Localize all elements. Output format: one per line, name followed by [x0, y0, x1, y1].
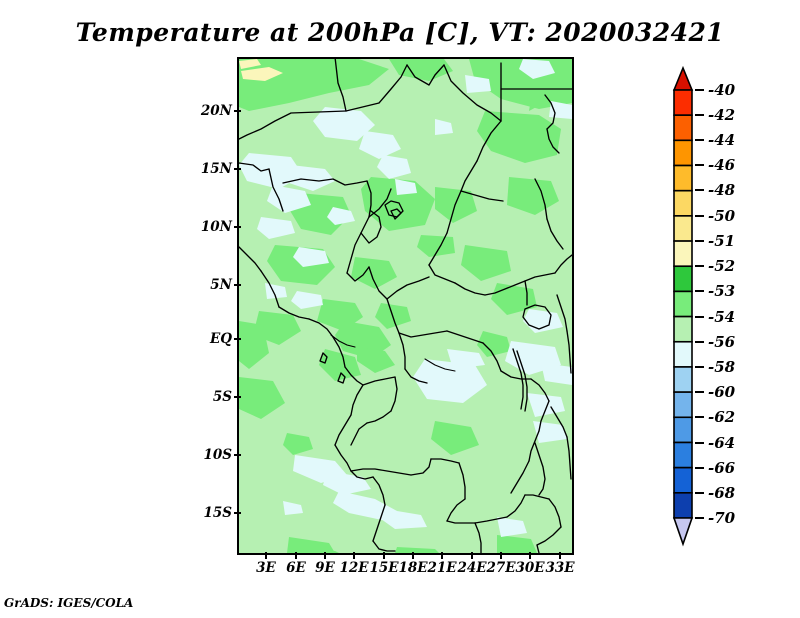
x-axis-tick-label: 33E: [545, 560, 575, 576]
colorbar-swatch[interactable]: [673, 492, 693, 519]
colorbar-tick-label: -44: [708, 131, 736, 149]
x-axis-tick-label: 24E: [457, 560, 487, 576]
colorbar-tick-label: -54: [708, 308, 736, 326]
colorbar-tick-mark: [695, 240, 704, 242]
colorbar-tick-mark: [695, 316, 704, 318]
colorbar-swatch[interactable]: [673, 416, 693, 444]
colorbar-tick-mark: [695, 290, 704, 292]
y-axis-tick-label: EQ: [209, 331, 232, 347]
colorbar-tick-label: -53: [708, 282, 736, 300]
y-axis-tick-label: 5S: [212, 389, 232, 405]
colorbar-tick-mark: [695, 139, 704, 141]
x-axis-tick-label: 3E: [256, 560, 276, 576]
colorbar-swatch[interactable]: [673, 290, 693, 318]
map-plot-area[interactable]: [237, 57, 574, 555]
x-axis-tick-label: 21E: [427, 560, 457, 576]
colorbar-swatch[interactable]: [673, 240, 693, 268]
colorbar-bottom-arrow: [672, 517, 694, 547]
colorbar-tick-mark: [695, 391, 704, 393]
colorbar-tick-label: -51: [708, 232, 736, 250]
colorbar-swatch[interactable]: [673, 265, 693, 293]
attribution-footer: GrADS: IGES/COLA: [4, 596, 134, 610]
colorbar-swatch[interactable]: [673, 114, 693, 142]
x-axis-tick-label: 12E: [339, 560, 369, 576]
colorbar-tick-mark: [695, 164, 704, 166]
colorbar-swatch[interactable]: [673, 340, 693, 368]
colorbar-swatch[interactable]: [673, 89, 693, 116]
colorbar-tick-label: -70: [708, 509, 736, 527]
colorbar-tick-label: -52: [708, 257, 736, 275]
colorbar-tick-label: -42: [708, 106, 736, 124]
y-axis-tick-label: 15N: [200, 161, 232, 177]
colorbar-tick-mark: [695, 517, 704, 519]
field-band-50-51: [239, 59, 283, 81]
x-axis-tick-label: 6E: [286, 560, 306, 576]
colorbar-swatch[interactable]: [673, 139, 693, 167]
colorbar-tick-label: -48: [708, 181, 736, 199]
map-borders: [239, 59, 572, 553]
x-axis-tick-label: 18E: [398, 560, 428, 576]
colorbar-swatch[interactable]: [673, 164, 693, 192]
colorbar-tick-mark: [695, 442, 704, 444]
colorbar-tick-label: -64: [708, 434, 736, 452]
colorbar-tick-mark: [695, 341, 704, 343]
colorbar-swatch[interactable]: [673, 315, 693, 343]
y-axis-tick-label: 20N: [200, 103, 232, 119]
colorbar-tick-mark: [695, 89, 704, 91]
colorbar-tick-mark: [695, 265, 704, 267]
colorbar-swatch[interactable]: [673, 466, 693, 494]
colorbar-tick-label: -66: [708, 459, 736, 477]
colorbar-tick-label: -58: [708, 358, 736, 376]
y-axis-tick-label: 10S: [203, 447, 232, 463]
colorbar-tick-label: -60: [708, 383, 736, 401]
colorbar-tick-label: -46: [708, 156, 736, 174]
colorbar-tick-mark: [695, 114, 704, 116]
colorbar-swatch[interactable]: [673, 366, 693, 393]
colorbar-top-arrow: [672, 65, 694, 91]
x-axis-tick-label: 30E: [515, 560, 545, 576]
colorbar-tick-mark: [695, 366, 704, 368]
colorbar-tick-label: -40: [708, 81, 736, 99]
colorbar[interactable]: -40 -42 -44 -46 -48 -50 -51 -52 -53 -54 -56 -58 -60 -…: [668, 64, 788, 554]
colorbar-tick-mark: [695, 189, 704, 191]
page-title: Temperature at 200hPa [C], VT: 202003242…: [75, 18, 725, 47]
x-axis-tick-label: 9E: [315, 560, 335, 576]
colorbar-tick-mark: [695, 492, 704, 494]
colorbar-swatch[interactable]: [673, 189, 693, 217]
colorbar-swatch[interactable]: [673, 441, 693, 469]
x-axis-tick-label: 15E: [369, 560, 399, 576]
y-axis-tick-label: 5N: [210, 277, 232, 293]
y-axis-tick-label: 10N: [200, 219, 232, 235]
colorbar-tick-label: -50: [708, 207, 736, 225]
colorbar-tick-mark: [695, 416, 704, 418]
colorbar-tick-label: -68: [708, 484, 736, 502]
colorbar-swatch[interactable]: [673, 215, 693, 242]
colorbar-tick-label: -62: [708, 408, 736, 426]
colorbar-swatch[interactable]: [673, 391, 693, 419]
colorbar-tick-mark: [695, 467, 704, 469]
x-axis-tick-label: 27E: [486, 560, 516, 576]
colorbar-swatches: [672, 65, 694, 547]
map-field-svg: [239, 59, 572, 553]
colorbar-tick-mark: [695, 215, 704, 217]
y-axis-tick-label: 15S: [203, 505, 232, 521]
colorbar-tick-label: -56: [708, 333, 736, 351]
